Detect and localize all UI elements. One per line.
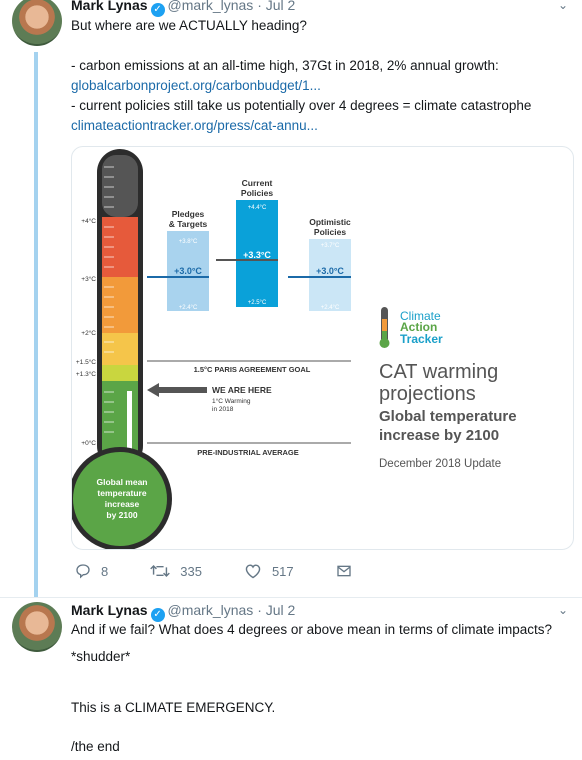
timestamp[interactable]: Jul 2 [265, 0, 296, 13]
tweet-text-line: /the end [71, 739, 120, 754]
current-low: +2.5°C [248, 300, 267, 306]
infographic-image: Global mean temperature increase by 2100… [72, 149, 517, 549]
current-high: +4.4°C [248, 205, 267, 211]
link-carbon-budget[interactable]: globalcarbonproject.org/carbonbudget/1..… [71, 78, 321, 93]
reply-icon [76, 564, 90, 579]
optimistic-policies-bar: Optimistic Policies +3.7°C +3.0°C +2.4°C [288, 217, 351, 311]
preindustrial-label: PRE-INDUSTRIAL AVERAGE [197, 448, 299, 457]
headline-line-2: projections [379, 383, 476, 405]
tick-label: +2°C [81, 329, 96, 337]
tweet-2[interactable]: Mark Lynas ✓ @mark_lynas · Jul 2 ⌄ And if … [0, 598, 582, 760]
verified-badge-icon: ✓ [150, 3, 165, 17]
headline-line-1: CAT warming [379, 361, 498, 383]
paris-goal-label: 1.5°C PARIS AGREEMENT GOAL [194, 365, 311, 374]
bulb-text-4: by 2100 [106, 510, 137, 520]
tweet-text-line: But where are we ACTUALLY heading? [71, 18, 307, 33]
current-title-2: Policies [241, 188, 273, 198]
thermo-yellow-segment [102, 333, 138, 365]
pledges-title-2: & Targets [169, 219, 208, 229]
climate-action-tracker-logo: Climate Action Tracker [379, 307, 443, 348]
tweet-text-line: This is a CLIMATE EMERGENCY. [71, 700, 276, 715]
retweet-icon [150, 564, 171, 578]
chevron-down-icon[interactable]: ⌄ [557, 0, 568, 12]
logo-text-1: Climate [400, 309, 441, 323]
bulb-text-2: temperature [97, 488, 146, 498]
subhead-line-2: increase by 2100 [379, 427, 499, 444]
media-infographic[interactable]: Global mean temperature increase by 2100… [71, 146, 574, 550]
bulb-fill [73, 452, 167, 546]
current-mid: +3.3°C [243, 250, 271, 260]
retweet-count: 335 [180, 563, 202, 579]
reply-button[interactable]: 8 [75, 563, 108, 579]
subhead-line-1: Global temperature [379, 408, 517, 425]
separator: · [257, 602, 262, 618]
pledges-mid: +3.0°C [174, 266, 202, 276]
bulb-text-1: Global mean [96, 477, 147, 487]
logo-text-2: Action [400, 320, 437, 334]
thermo-lime-segment [102, 365, 138, 381]
author-handle[interactable]: @mark_lynas [167, 602, 254, 618]
logo-text-3: Tracker [400, 332, 443, 346]
tweet-header: Mark Lynas ✓ @mark_lynas · Jul 2 [71, 602, 295, 622]
separator: · [257, 0, 262, 13]
optimistic-low: +2.4°C [321, 305, 340, 311]
chevron-down-icon[interactable]: ⌄ [557, 603, 568, 617]
thread-connector [34, 52, 38, 598]
tweet-text-line: *shudder* [71, 649, 131, 664]
direct-message-button[interactable] [336, 563, 362, 579]
tweet-text-line: - carbon emissions at an all-time high, … [71, 58, 499, 73]
retweet-button[interactable]: 335 [150, 563, 202, 579]
like-button[interactable]: 517 [244, 563, 294, 579]
heart-icon [245, 564, 261, 579]
mercury-level [127, 391, 132, 461]
tick-label: +4°C [81, 217, 96, 225]
timestamp[interactable]: Jul 2 [265, 602, 296, 618]
tick-label: +3°C [81, 275, 96, 283]
pledges-targets-bar: Pledges & Targets +3.8°C +3.0°C +2.4°C [147, 209, 209, 311]
tick-label: +0°C [81, 439, 96, 447]
current-title-1: Current [242, 178, 273, 188]
optimistic-title-1: Optimistic [309, 217, 351, 227]
optimistic-title-2: Policies [314, 227, 346, 237]
pledges-title-1: Pledges [172, 209, 205, 219]
update-label: December 2018 Update [379, 458, 501, 470]
pledges-high: +3.8°C [179, 239, 198, 245]
thermo-tick-marks [104, 166, 114, 433]
warming-note-2: in 2018 [212, 406, 234, 413]
optimistic-mid: +3.0°C [316, 266, 344, 276]
warming-note-1: 1°C Warming [212, 397, 251, 405]
tweet-text-line: - current policies still take us potenti… [71, 98, 532, 113]
author-handle[interactable]: @mark_lynas [167, 0, 254, 13]
author-name[interactable]: Mark Lynas [71, 602, 148, 618]
tweet-header: Mark Lynas ✓ @mark_lynas · Jul 2 [71, 0, 295, 17]
author-name[interactable]: Mark Lynas [71, 0, 148, 13]
reply-count: 8 [101, 563, 109, 579]
tick-label: +1.5°C [76, 358, 96, 366]
tweet-actions: 8 335 517 [75, 563, 404, 579]
we-are-here-label: WE ARE HERE [212, 385, 272, 395]
avatar[interactable] [12, 0, 62, 46]
like-count: 517 [271, 563, 294, 579]
tick-label: +1.3°C [76, 370, 96, 378]
tweet-divider [0, 597, 582, 598]
bulb-label: Global mean temperature increase by 2100 [96, 477, 147, 520]
current-policies-bar: Current Policies +4.4°C +3.3°C +2.5°C [216, 178, 278, 307]
thermo-orange-segment [102, 277, 138, 333]
thermo-dark-segment [102, 155, 138, 217]
bulb-text-3: increase [105, 499, 140, 509]
pledges-low: +2.4°C [179, 305, 198, 311]
temperature-tick-labels: +4°C +3°C +2°C +1.5°C +1.3°C +0°C [76, 217, 96, 447]
envelope-icon [336, 565, 351, 577]
arrow-left-icon [147, 383, 207, 397]
tweet-1[interactable]: Mark Lynas ✓ @mark_lynas · Jul 2 ⌄ But whe… [0, 0, 582, 600]
verified-badge-icon: ✓ [150, 608, 165, 622]
optimistic-high: +3.7°C [321, 243, 340, 249]
link-climate-action-tracker[interactable]: climateactiontracker.org/press/cat-annu.… [71, 118, 318, 133]
tweet-text-line: And if we fail? What does 4 degrees or a… [71, 622, 552, 637]
avatar[interactable] [12, 602, 62, 652]
